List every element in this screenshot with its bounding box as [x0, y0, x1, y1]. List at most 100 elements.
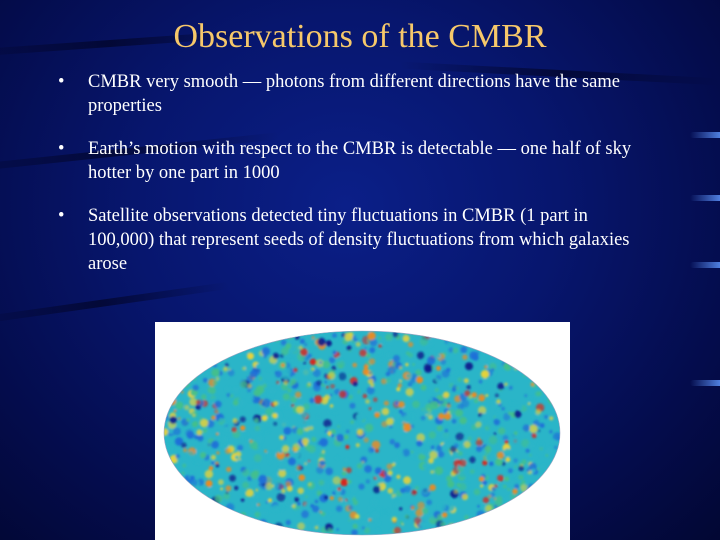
- sky-texture-blob: [530, 496, 537, 504]
- sky-texture-blob: [544, 497, 554, 507]
- sky-texture-blob: [307, 525, 313, 531]
- sky-texture-blob: [535, 409, 542, 415]
- background-tick: [690, 195, 720, 201]
- sky-texture-blob: [226, 337, 229, 340]
- sky-texture-blob: [316, 414, 321, 419]
- sky-texture-blob: [324, 380, 327, 384]
- sky-texture-blob: [429, 484, 436, 491]
- sky-texture-blob: [265, 529, 274, 535]
- sky-texture-blob: [202, 377, 208, 383]
- sky-texture-blob: [214, 409, 219, 414]
- sky-texture-blob: [517, 513, 520, 516]
- sky-texture-blob: [477, 521, 484, 528]
- sky-texture-blob: [364, 465, 372, 473]
- sky-texture-blob: [507, 468, 513, 474]
- sky-texture-blob: [164, 374, 169, 382]
- sky-texture-blob: [189, 503, 193, 507]
- sky-texture-blob: [457, 451, 463, 456]
- sky-texture-blob: [185, 429, 194, 438]
- sky-texture-blob: [174, 374, 179, 379]
- sky-texture-blob: [351, 529, 358, 535]
- sky-ellipse-outline: [163, 330, 561, 536]
- sky-texture-blob: [484, 365, 488, 369]
- sky-texture-blob: [188, 524, 193, 529]
- sky-texture-blob: [336, 528, 339, 531]
- sky-texture-blob: [253, 335, 258, 339]
- sky-texture-blob: [385, 333, 393, 342]
- sky-texture-blob: [283, 380, 289, 385]
- sky-texture-blob: [477, 406, 487, 415]
- sky-texture-blob: [339, 364, 343, 369]
- sky-texture-blob: [164, 414, 169, 421]
- sky-texture-blob: [205, 331, 210, 334]
- sky-texture-blob: [328, 486, 335, 493]
- sky-texture-blob: [534, 335, 538, 339]
- sky-texture-blob: [494, 498, 503, 508]
- sky-texture-blob: [173, 427, 181, 436]
- sky-texture-blob: [511, 357, 520, 366]
- sky-texture-blob: [164, 344, 168, 347]
- sky-texture-blob: [301, 510, 309, 519]
- sky-texture-blob: [274, 331, 280, 336]
- sky-texture-blob: [199, 418, 209, 428]
- sky-texture-blob: [550, 516, 554, 520]
- sky-texture-blob: [507, 488, 511, 491]
- sky-texture-blob: [466, 385, 471, 390]
- sky-texture-blob: [445, 531, 449, 535]
- sky-texture-blob: [475, 351, 480, 356]
- sky-texture-blob: [332, 476, 341, 485]
- sky-texture-blob: [242, 468, 250, 477]
- sky-texture-blob: [393, 458, 399, 464]
- sky-texture-blob: [287, 457, 296, 466]
- sky-texture-blob: [505, 457, 511, 462]
- sky-texture-blob: [366, 386, 375, 395]
- sky-texture-blob: [205, 480, 213, 487]
- sky-texture-blob: [189, 398, 198, 406]
- sky-texture-blob: [464, 515, 469, 520]
- sky-texture-blob: [402, 407, 408, 413]
- sky-texture-blob: [311, 336, 315, 340]
- sky-texture-blob: [448, 360, 453, 365]
- sky-texture-blob: [211, 520, 219, 529]
- sky-texture-blob: [513, 343, 518, 348]
- sky-texture-blob: [211, 440, 219, 449]
- sky-texture-blob: [550, 358, 556, 364]
- sky-texture-blob: [421, 487, 430, 496]
- sky-texture-blob: [198, 416, 204, 421]
- sky-texture-blob: [491, 524, 497, 529]
- sky-texture-blob: [531, 468, 536, 473]
- sky-texture-blob: [495, 511, 501, 517]
- sky-texture-blob: [289, 369, 292, 373]
- sky-texture-blob: [294, 497, 300, 503]
- sky-texture-blob: [172, 472, 182, 481]
- sky-texture-blob: [453, 533, 457, 535]
- sky-texture-blob: [447, 480, 455, 488]
- sky-texture-blob: [504, 526, 509, 531]
- sky-texture-blob: [434, 466, 444, 475]
- sky-texture-blob: [402, 334, 410, 343]
- sky-texture-blob: [239, 416, 246, 423]
- sky-texture-blob: [522, 525, 527, 531]
- sky-texture-blob: [262, 510, 268, 516]
- sky-texture-blob: [257, 521, 262, 527]
- sky-texture-blob: [473, 383, 480, 390]
- sky-texture-blob: [528, 339, 532, 342]
- sky-texture-blob: [363, 527, 371, 534]
- sky-texture-blob: [400, 487, 406, 494]
- sky-texture-blob: [265, 501, 269, 504]
- sky-texture-blob: [179, 519, 182, 522]
- sky-texture-blob: [184, 511, 187, 515]
- sky-texture-blob: [178, 503, 188, 512]
- sky-texture-blob: [254, 418, 259, 423]
- sky-texture-blob: [212, 335, 217, 340]
- sky-texture-blob: [495, 341, 504, 350]
- sky-texture-blob: [543, 378, 552, 387]
- sky-texture-blob: [478, 338, 487, 347]
- sky-texture-blob: [513, 437, 518, 442]
- sky-texture-blob: [546, 346, 551, 351]
- sky-texture-blob: [416, 376, 424, 384]
- sky-texture-blob: [374, 467, 382, 475]
- sky-texture-blob: [261, 398, 271, 408]
- sky-texture-blob: [182, 380, 190, 388]
